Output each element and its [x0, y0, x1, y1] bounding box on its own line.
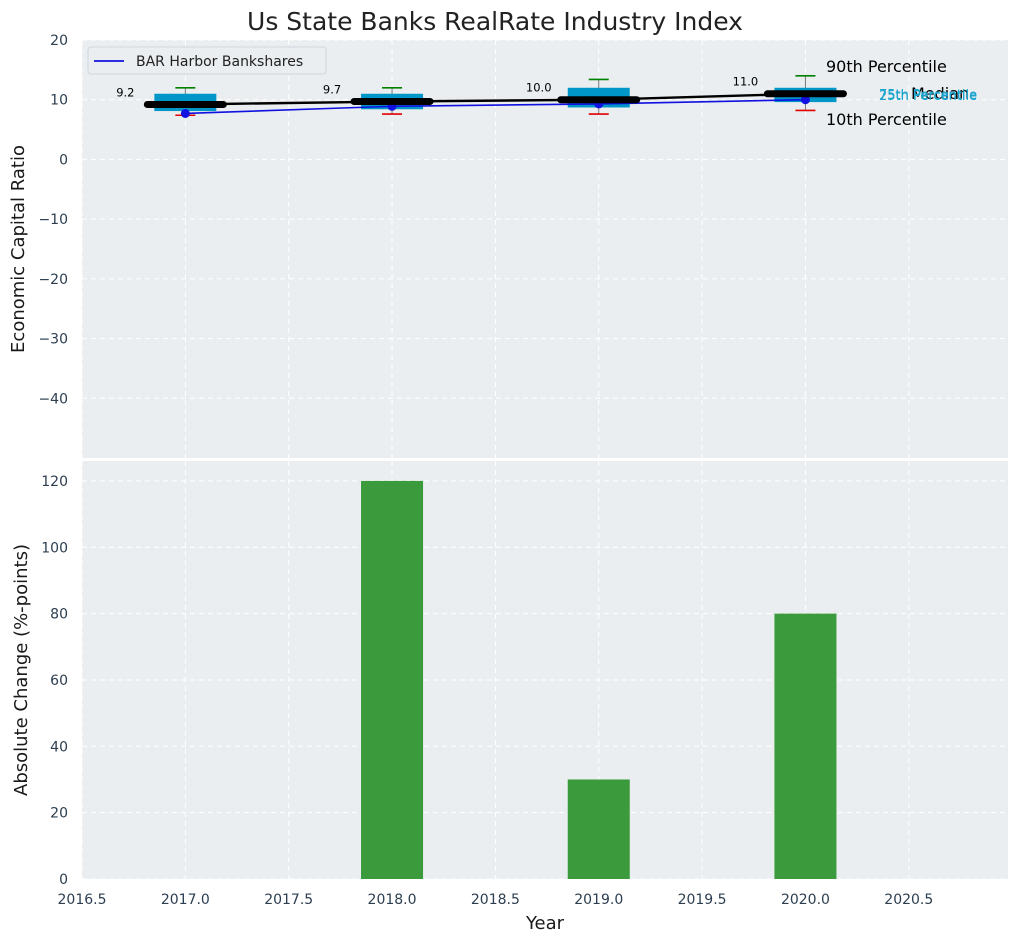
- median-annotation: Median: [911, 84, 969, 103]
- p75-annotation: 75th Percentile: [879, 88, 977, 103]
- legend: BAR Harbor Bankshares: [87, 46, 327, 75]
- y-tick-label: 60: [50, 673, 68, 689]
- bottom-y-axis-label: Absolute Change (%-points): [11, 544, 32, 796]
- y-tick-label: 80: [50, 607, 68, 623]
- y-tick-label: 10: [50, 93, 68, 109]
- y-tick-label: 40: [50, 739, 68, 755]
- top-panel: 20 10 0 −10 −20 −30 −40 9.2 9.7 10.0 11.0 90th…: [8, 33, 1008, 458]
- median-label: 9.2: [116, 85, 134, 99]
- top-grid: [81, 39, 1008, 458]
- company-point: [180, 108, 190, 118]
- x-tick-label: 2017.0: [161, 892, 210, 908]
- median-labels: 9.2 9.7 10.0 11.0: [116, 75, 758, 100]
- x-tick-label: 2018.5: [471, 892, 520, 908]
- x-tick-label: 2017.5: [264, 892, 313, 908]
- top-y-ticks: 20 10 0 −10 −20 −30 −40: [38, 33, 68, 407]
- median-label: 10.0: [526, 81, 552, 95]
- p90-annotation: 90th Percentile: [826, 57, 947, 76]
- x-tick-label: 2016.5: [58, 892, 107, 908]
- x-axis-label: Year: [525, 913, 565, 934]
- median-label: 11.0: [733, 75, 759, 89]
- company-point: [800, 95, 810, 105]
- y-tick-label: −20: [38, 272, 68, 288]
- x-tick-label: 2020.5: [884, 892, 933, 908]
- change-bar: [774, 613, 837, 879]
- y-tick-label: 20: [50, 806, 68, 822]
- change-bar: [361, 480, 424, 879]
- bottom-y-ticks: 0 20 40 60 80 100 120: [41, 474, 68, 888]
- series-lines: [143, 90, 847, 118]
- legend-box: [87, 46, 327, 75]
- x-tick-label: 2018.0: [368, 892, 417, 908]
- p10-annotation: 10th Percentile: [826, 110, 947, 129]
- x-ticks: 2016.5 2017.0 2017.5 2018.0 2018.5 2019.0 2019…: [58, 892, 934, 908]
- x-tick-label: 2020.0: [781, 892, 830, 908]
- company-line: [185, 98, 806, 115]
- y-tick-label: 20: [50, 33, 68, 49]
- legend-label: BAR Harbor Bankshares: [136, 54, 303, 70]
- bottom-grid: [81, 461, 1008, 880]
- median-label: 9.7: [323, 83, 341, 97]
- y-tick-label: 100: [41, 540, 68, 556]
- y-tick-label: −10: [38, 212, 68, 228]
- chart-title: Us State Banks RealRate Industry Index: [247, 7, 743, 36]
- bottom-panel: 0 20 40 60 80 100 120 2016.5 2017.0 2017.5 2018.0…: [11, 461, 1008, 934]
- top-y-axis-label: Economic Capital Ratio: [8, 145, 29, 353]
- y-tick-label: 0: [59, 872, 68, 888]
- top-panel-background: [82, 40, 1008, 458]
- change-bar: [567, 779, 630, 879]
- x-tick-label: 2019.0: [574, 892, 623, 908]
- y-tick-label: −30: [38, 332, 68, 348]
- bottom-panel-background: [82, 461, 1008, 879]
- y-tick-label: 0: [59, 152, 68, 168]
- x-tick-label: 2019.5: [678, 892, 727, 908]
- change-bars: [361, 480, 837, 879]
- y-tick-label: 120: [41, 474, 68, 490]
- p25-annotation: 25th Percentile: [879, 89, 977, 104]
- y-tick-label: −40: [38, 391, 68, 407]
- median-line: [185, 92, 806, 106]
